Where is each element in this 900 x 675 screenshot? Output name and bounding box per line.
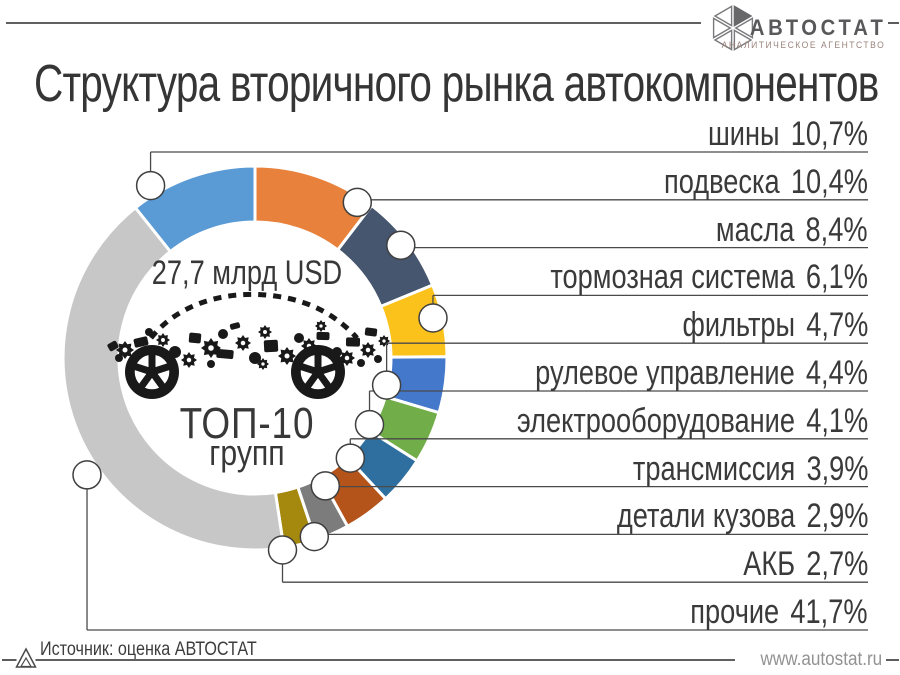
legend-label: шины [708,115,780,153]
group-label: групп [209,432,285,473]
hexagon-triangle [713,29,733,51]
legend-label: детали кузова [616,497,795,536]
legend-label: электрооборудование [516,401,795,440]
legend-label: фильтры [682,306,795,345]
legend-label: рулевое управление [535,354,795,392]
car-of-parts-icon [107,291,390,399]
legend-row-рулевое-управление: рулевое управление 4,4% [535,355,868,391]
legend-value: 6,1% [806,258,868,297]
legend-row-детали-кузова: детали кузова 2,9% [616,498,868,534]
legend-value: 8,4% [806,210,868,249]
autostat-logo-subtitle: АНАЛИТИЧЕСКОЕ АГЕНТСТВО [721,40,885,50]
segment-marker [418,303,448,333]
hexagon-triangle [734,17,754,39]
triangle-logo-inner-icon [19,656,33,668]
legend-label: АКБ [742,545,795,584]
segment-marker [267,535,298,565]
legend-label: подвеска [664,162,780,201]
segment-marker [371,370,402,400]
legend-value: 2,7% [806,545,868,584]
legend-row-АКБ: АКБ 2,7% [743,546,868,582]
donut-segment-прочие [61,205,286,552]
autostat-logo-name: АВТОСТАТ [750,15,887,40]
legend-value: 2,9% [806,497,868,536]
segment-marker [299,521,330,552]
legend-row-шины: шины 10,7% [708,116,868,152]
segment-marker [135,170,166,201]
legend-value: 4,7% [806,306,868,345]
page-title: Структура вторичного рынка автокомпонент… [34,55,879,113]
segment-marker [386,230,416,260]
legend-value: 3,9% [806,449,868,488]
legend-row-электрооборудование: электрооборудование 4,1% [517,403,868,439]
website-text: www.autostat.ru [760,649,882,670]
legend-row-подвеска: подвеска 10,4% [664,164,868,200]
segment-marker [342,187,373,218]
legend-label: трансмиссия [632,449,795,488]
legend-label: тормозная система [550,258,795,297]
legend-value: 41,7% [790,593,868,631]
legend-row-фильтры: фильтры 4,7% [682,307,868,343]
hexagon-triangle [713,5,733,27]
segment-marker [72,460,102,490]
legend-label: масла [716,210,795,249]
legend-row-тормозная-система: тормозная система 6,1% [550,259,868,295]
legend-value: 4,4% [806,354,868,392]
segment-marker [310,471,341,501]
source-note: Источник: оценка АВТОСТАТ [40,639,257,660]
legend-row-прочие: прочие 41,7% [691,594,868,630]
hexagon-triangle [733,29,753,51]
top10-label: ТОП-10 [179,399,315,448]
hexagon-triangle-filled [733,5,753,27]
legend-row-масла: масла 8,4% [716,212,868,248]
autostat-hexagon-logo-icon [712,5,754,51]
legend-value: 10,7% [790,115,868,153]
hexagon-triangle [712,17,732,39]
segment-marker [354,409,385,440]
market-value-label: 27,7 млрд USD [151,254,343,292]
segment-marker [335,443,366,473]
legend-value: 10,4% [790,162,868,201]
legend-row-трансмиссия: трансмиссия 3,9% [632,451,868,487]
legend-label: прочие [690,593,780,631]
legend-value: 4,1% [806,401,868,440]
